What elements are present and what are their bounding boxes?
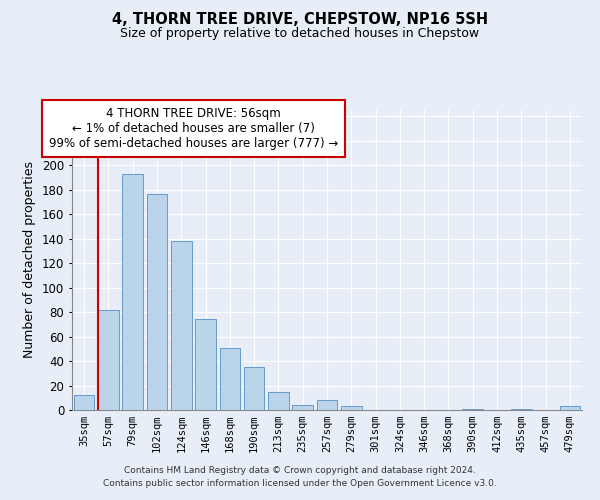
- Bar: [195, 320, 216, 410]
- Bar: [220, 348, 240, 410]
- Bar: [122, 174, 143, 410]
- Bar: [268, 392, 289, 410]
- Bar: [317, 400, 337, 410]
- Y-axis label: Number of detached properties: Number of detached properties: [23, 162, 37, 358]
- Bar: [341, 406, 362, 410]
- Bar: [292, 405, 313, 410]
- Bar: [98, 310, 119, 410]
- Bar: [463, 409, 483, 410]
- Text: 4, THORN TREE DRIVE, CHEPSTOW, NP16 5SH: 4, THORN TREE DRIVE, CHEPSTOW, NP16 5SH: [112, 12, 488, 28]
- Bar: [146, 194, 167, 410]
- Text: 4 THORN TREE DRIVE: 56sqm
← 1% of detached houses are smaller (7)
99% of semi-de: 4 THORN TREE DRIVE: 56sqm ← 1% of detach…: [49, 107, 338, 150]
- Bar: [511, 409, 532, 410]
- Text: Contains HM Land Registry data © Crown copyright and database right 2024.
Contai: Contains HM Land Registry data © Crown c…: [103, 466, 497, 487]
- Bar: [244, 367, 265, 410]
- Bar: [171, 241, 191, 410]
- Bar: [560, 406, 580, 410]
- Bar: [74, 396, 94, 410]
- Text: Size of property relative to detached houses in Chepstow: Size of property relative to detached ho…: [121, 28, 479, 40]
